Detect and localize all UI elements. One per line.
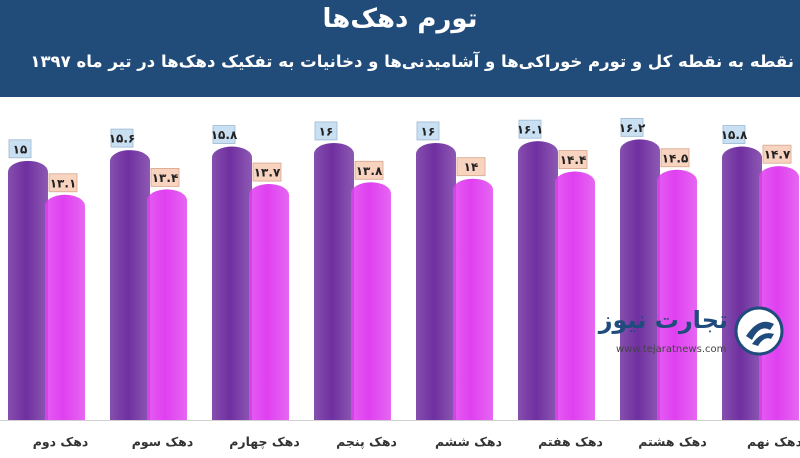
data-label: ۱۶	[421, 124, 436, 138]
data-label: ۱۴	[464, 160, 479, 174]
data-label: ۱۵.۸	[721, 128, 748, 142]
category-label: دهک ششم	[435, 434, 502, 449]
data-label: ۱۴.۷	[764, 148, 791, 162]
data-label-box	[456, 157, 486, 177]
bar-food-inflation	[249, 184, 289, 420]
data-label-box	[252, 162, 282, 182]
bar-total-inflation	[110, 150, 150, 420]
data-label: ۱۶.۱	[517, 123, 544, 137]
data-label-box	[110, 128, 134, 148]
data-label: ۱۴.۵	[662, 151, 689, 165]
data-label-box	[314, 121, 338, 141]
bar-total-inflation	[8, 160, 48, 421]
data-label-box	[48, 173, 78, 193]
logo-mark-icon	[734, 306, 784, 356]
category-label: دهک نهم	[747, 434, 800, 449]
bar-total-inflation	[722, 146, 762, 421]
bar-food-inflation	[759, 166, 799, 420]
data-label-box	[620, 117, 644, 137]
bar-food-inflation	[147, 189, 187, 420]
chart-header: تورم دهک‌ها نقطه به نقطه کل و تورم خوراک…	[0, 0, 800, 97]
logo-url: www.tejaratnews.com	[616, 344, 727, 355]
data-label: ۱۵	[13, 142, 28, 156]
bar-food-inflation	[657, 169, 697, 420]
bar-total-inflation	[416, 142, 457, 420]
chart-title: تورم دهک‌ها	[322, 4, 478, 34]
bar-food-inflation	[555, 171, 595, 420]
data-label-box	[518, 119, 542, 139]
data-label-box	[558, 150, 588, 169]
data-label: ۱۵.۶	[109, 132, 136, 146]
data-label-box	[8, 139, 32, 159]
data-label: ۱۶.۲	[619, 121, 646, 135]
data-label: ۱۳.۸	[356, 164, 383, 178]
data-label-box	[660, 148, 690, 168]
logo-name: تجارت نیوز	[598, 306, 728, 334]
data-label: ۱۵.۸	[211, 128, 238, 142]
category-label: دهک هشتم	[638, 434, 707, 449]
data-label-box	[762, 144, 792, 164]
category-label: دهک چهارم	[229, 434, 300, 450]
data-label: ۱۳.۴	[152, 171, 179, 185]
data-label-box	[212, 125, 236, 144]
bar-food-inflation	[45, 194, 85, 420]
bar-total-inflation	[212, 146, 252, 421]
bar-total-inflation	[620, 139, 660, 420]
bar-total-inflation	[518, 141, 558, 420]
data-label: ۱۳.۷	[254, 166, 281, 180]
data-label-box	[722, 125, 746, 144]
data-label: ۱۴.۴	[560, 153, 587, 167]
category-label: دهک دوم	[33, 434, 89, 450]
data-label-box	[354, 160, 384, 180]
chart-plot: ۱۵ ۱۳.۱ دهک دوم ۱۵.۶ ۱۳.۴ دهک سوم ۱۵.۸ ۱۳.۷ دهک …	[0, 117, 800, 450]
category-label: دهک سوم	[132, 434, 194, 450]
data-label-box	[150, 168, 180, 187]
category-label: دهک هفتم	[538, 434, 603, 449]
data-label-box	[416, 121, 440, 141]
bar-food-inflation	[351, 182, 391, 420]
bar-total-inflation	[314, 142, 354, 420]
data-label: ۱۳.۱	[50, 176, 77, 190]
publisher-logo: تجارت نیوز www.tejaratnews.com	[599, 302, 786, 364]
chart-subtitle: نقطه به نقطه کل و تورم خوراکی‌ها و آشامی…	[30, 52, 794, 71]
category-label: دهک پنجم	[336, 434, 397, 449]
data-label: ۱۶	[319, 124, 334, 138]
bar-food-inflation	[453, 178, 493, 420]
